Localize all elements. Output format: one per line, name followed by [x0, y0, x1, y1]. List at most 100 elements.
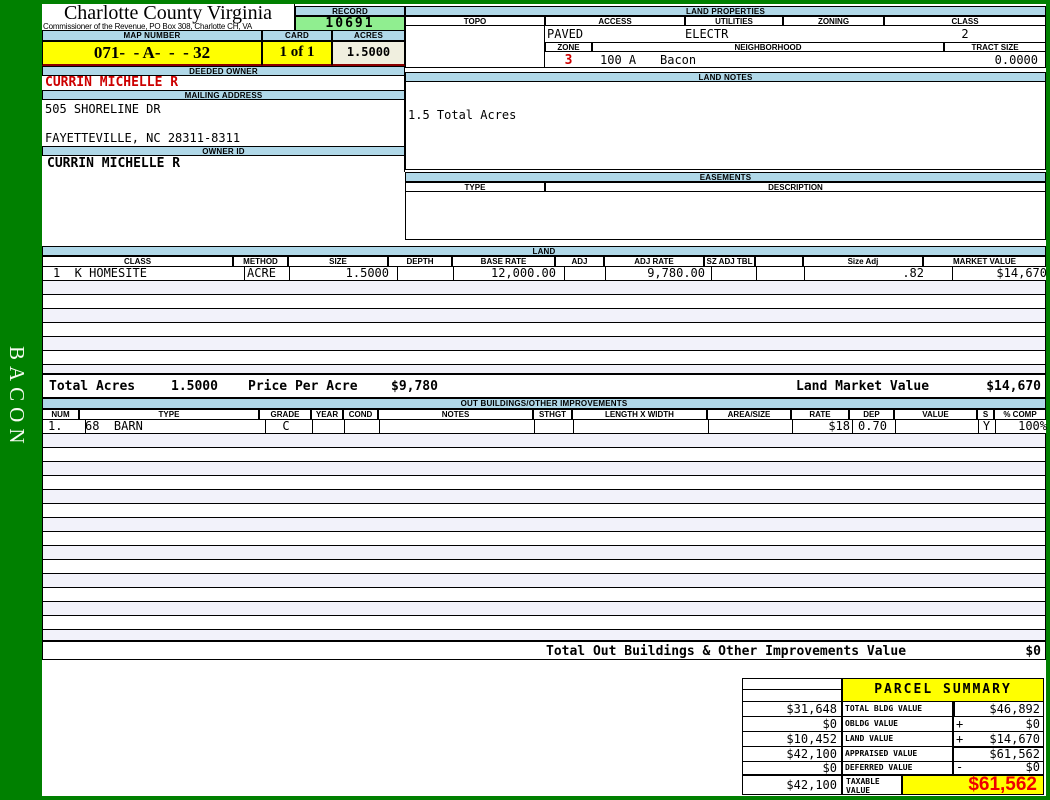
land-col-class: CLASS [42, 256, 233, 267]
neighborhood-label: NEIGHBORHOOD [592, 42, 944, 52]
ob-row-num: 1. [43, 420, 86, 433]
neighborhood-vertical-label: BACON [5, 346, 29, 450]
ps-value-cell-total-bldg: $46,892 [953, 701, 1044, 717]
land-market-value-label: Land Market Value [796, 379, 930, 394]
utilities-label: UTILITIES [685, 16, 783, 26]
ob-col-rate: RATE [791, 409, 849, 420]
mailing-address-box: 505 SHORELINE DR FAYETTEVILLE, NC 28311-… [42, 100, 405, 146]
land-note-text: 1.5 Total Acres [408, 108, 517, 122]
ob-col-sthgt: STHGT [533, 409, 572, 420]
ob-row-sthgt [534, 420, 574, 433]
ps-value-cell-deferred: - $0 [953, 761, 1044, 775]
ps-label-taxable: TAXABLE VALUE [842, 774, 902, 795]
land-row-base-rate: 12,000.00 [453, 267, 565, 280]
ob-row-notes [379, 420, 535, 433]
ps-value-obldg: $0 [1025, 717, 1040, 731]
ob-total-value: $0 [1025, 644, 1041, 659]
owner-id-value: CURRIN MICHELLE R [42, 156, 405, 172]
ps-label-land: LAND VALUE [842, 731, 953, 747]
ps-op-deferred: - [956, 760, 964, 774]
address-line-1: 505 SHORELINE DR [45, 102, 161, 116]
ps-label-total-bldg: TOTAL BLDG VALUE [842, 701, 953, 717]
ob-row-pct-comp: 100% [995, 420, 1050, 433]
topo-label: TOPO [405, 16, 545, 26]
total-acres-value: 1.5000 [171, 379, 218, 394]
land-row-class: 1 K HOMESITE [43, 267, 245, 280]
out-buildings-empty-rows [42, 434, 1046, 641]
ps-prior-obldg: $0 [742, 716, 842, 732]
ob-row-dep: 0.70 [850, 420, 896, 433]
county-title: Charlotte County Virginia [63, 2, 273, 24]
ob-col-dep: DEP [849, 409, 894, 420]
ob-row-grade: C [260, 420, 313, 433]
land-row-size-adj: .82 [804, 267, 953, 280]
ob-col-length-width: LENGTH X WIDTH [572, 409, 707, 420]
card-label: CARD [262, 30, 332, 41]
class-value: 2 [961, 27, 969, 41]
ps-value-deferred: $0 [1025, 760, 1040, 774]
ps-prior-deferred: $0 [742, 761, 842, 775]
land-table-row: 1 K HOMESITE ACRE 1.5000 12,000.00 9,780… [42, 267, 1047, 281]
ob-row-length-width [573, 420, 709, 433]
land-col-blank [755, 256, 803, 267]
ob-row-area-size [708, 420, 793, 433]
ob-col-type: TYPE [79, 409, 259, 420]
ps-prior-land: $10,452 [742, 731, 842, 747]
ob-col-value: VALUE [894, 409, 977, 420]
land-properties-values-row: PAVED ELECTR 2 [545, 26, 1046, 42]
ob-row-s: Y [978, 420, 996, 433]
ps-label-deferred: DEFERRED VALUE [842, 761, 953, 775]
land-row-adj [556, 267, 606, 280]
map-number: 071- - A- - - 32 [42, 41, 262, 66]
land-row-blank [756, 267, 805, 280]
owner-id-label: OWNER ID [42, 146, 405, 156]
land-col-size: SIZE [288, 256, 388, 267]
land-row-market-value: $14,670 [924, 267, 1050, 280]
ob-row-rate: $18 [792, 420, 853, 433]
ps-label-appraised: APPRAISED VALUE [842, 746, 953, 762]
tract-size-value: 0.0000 [994, 53, 1038, 67]
zoning-label: ZONING [783, 16, 884, 26]
neighborhood-name: Bacon [660, 53, 697, 67]
land-notes-box: 1.5 Total Acres [405, 82, 1046, 170]
commissioner-line: Commissioner of the Revenue, PO Box 308,… [43, 22, 252, 31]
land-col-depth: DEPTH [388, 256, 452, 267]
total-acres-label: Total Acres [49, 379, 136, 394]
ps-op-obldg: + [956, 717, 964, 731]
ob-row-year [312, 420, 345, 433]
address-line-2: FAYETTEVILLE, NC 28311-8311 [45, 131, 241, 145]
ps-value-land: $14,670 [989, 732, 1040, 746]
acres-label: ACRES [332, 30, 405, 41]
ob-row-type: 68 BARN [80, 420, 266, 433]
ps-prior-taxable: $42,100 [742, 774, 842, 795]
ob-col-pct-comp: % COMP [994, 409, 1046, 420]
price-per-acre-label: Price Per Acre [248, 379, 358, 394]
record-number: 10691 [295, 16, 405, 31]
access-label: ACCESS [545, 16, 685, 26]
neighborhood-code: 100 A [600, 53, 637, 67]
ob-col-s: S [977, 409, 994, 420]
mailing-address-label: MAILING ADDRESS [42, 90, 405, 100]
topo-value [405, 26, 545, 68]
land-row-adj-rate: 9,780.00 [605, 267, 712, 280]
land-col-base-rate: BASE RATE [452, 256, 555, 267]
ps-taxable-value: $61,562 [902, 774, 1044, 795]
ob-col-grade: GRADE [259, 409, 311, 420]
land-row-size: 1.5000 [289, 267, 398, 280]
ps-value-appraised: $61,562 [989, 747, 1040, 761]
parcel-summary-title: PARCEL SUMMARY [842, 678, 1044, 702]
ps-prior-appraised: $42,100 [742, 746, 842, 762]
land-properties-title: LAND PROPERTIES [405, 6, 1046, 16]
out-buildings-total-row: Total Out Buildings & Other Improvements… [42, 641, 1046, 660]
land-row-depth [389, 267, 454, 280]
easements-box [405, 192, 1046, 240]
easement-description-label: DESCRIPTION [545, 182, 1046, 192]
zone-value: 3 [564, 53, 573, 68]
land-row-method: ACRE [234, 267, 290, 280]
ob-total-label: Total Out Buildings & Other Improvements… [546, 644, 907, 659]
land-col-method: METHOD [233, 256, 288, 267]
price-per-acre-value: $9,780 [391, 379, 438, 394]
utilities-value: ELECTR [685, 27, 729, 41]
ps-value-cell-land: + $14,670 [953, 731, 1044, 747]
ob-col-area-size: AREA/SIZE [707, 409, 791, 420]
